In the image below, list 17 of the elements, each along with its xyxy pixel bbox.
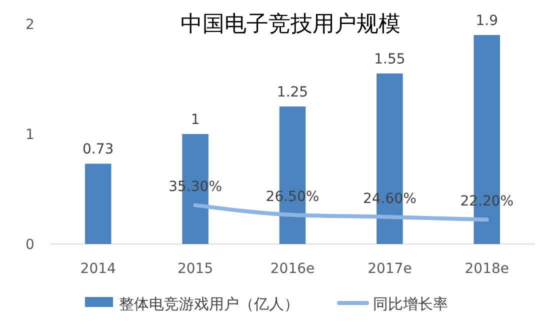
x-tick-label: 2014 [80, 261, 116, 277]
legend-label: 同比增长率 [373, 295, 448, 313]
x-tick-label: 2017e [368, 261, 412, 277]
y-tick-label: 2 [26, 17, 34, 33]
y-tick-label: 1 [26, 127, 34, 143]
y-tick-label: 0 [26, 237, 34, 253]
chart-title: 中国电子竞技用户规模 [180, 12, 400, 37]
data-label: 1.9 [476, 13, 498, 29]
data-label: 1 [190, 112, 200, 128]
data-label: 1.55 [374, 52, 406, 68]
data-label: 0.73 [82, 142, 114, 158]
legend-label: 整体电竞游戏用户（亿人） [119, 295, 299, 313]
x-tick-label: 2016e [270, 261, 315, 277]
x-tick-label: 2018e [464, 261, 510, 277]
bar [84, 164, 112, 244]
data-label: 1.25 [276, 84, 308, 100]
x-tick-label: 2015 [177, 261, 214, 277]
